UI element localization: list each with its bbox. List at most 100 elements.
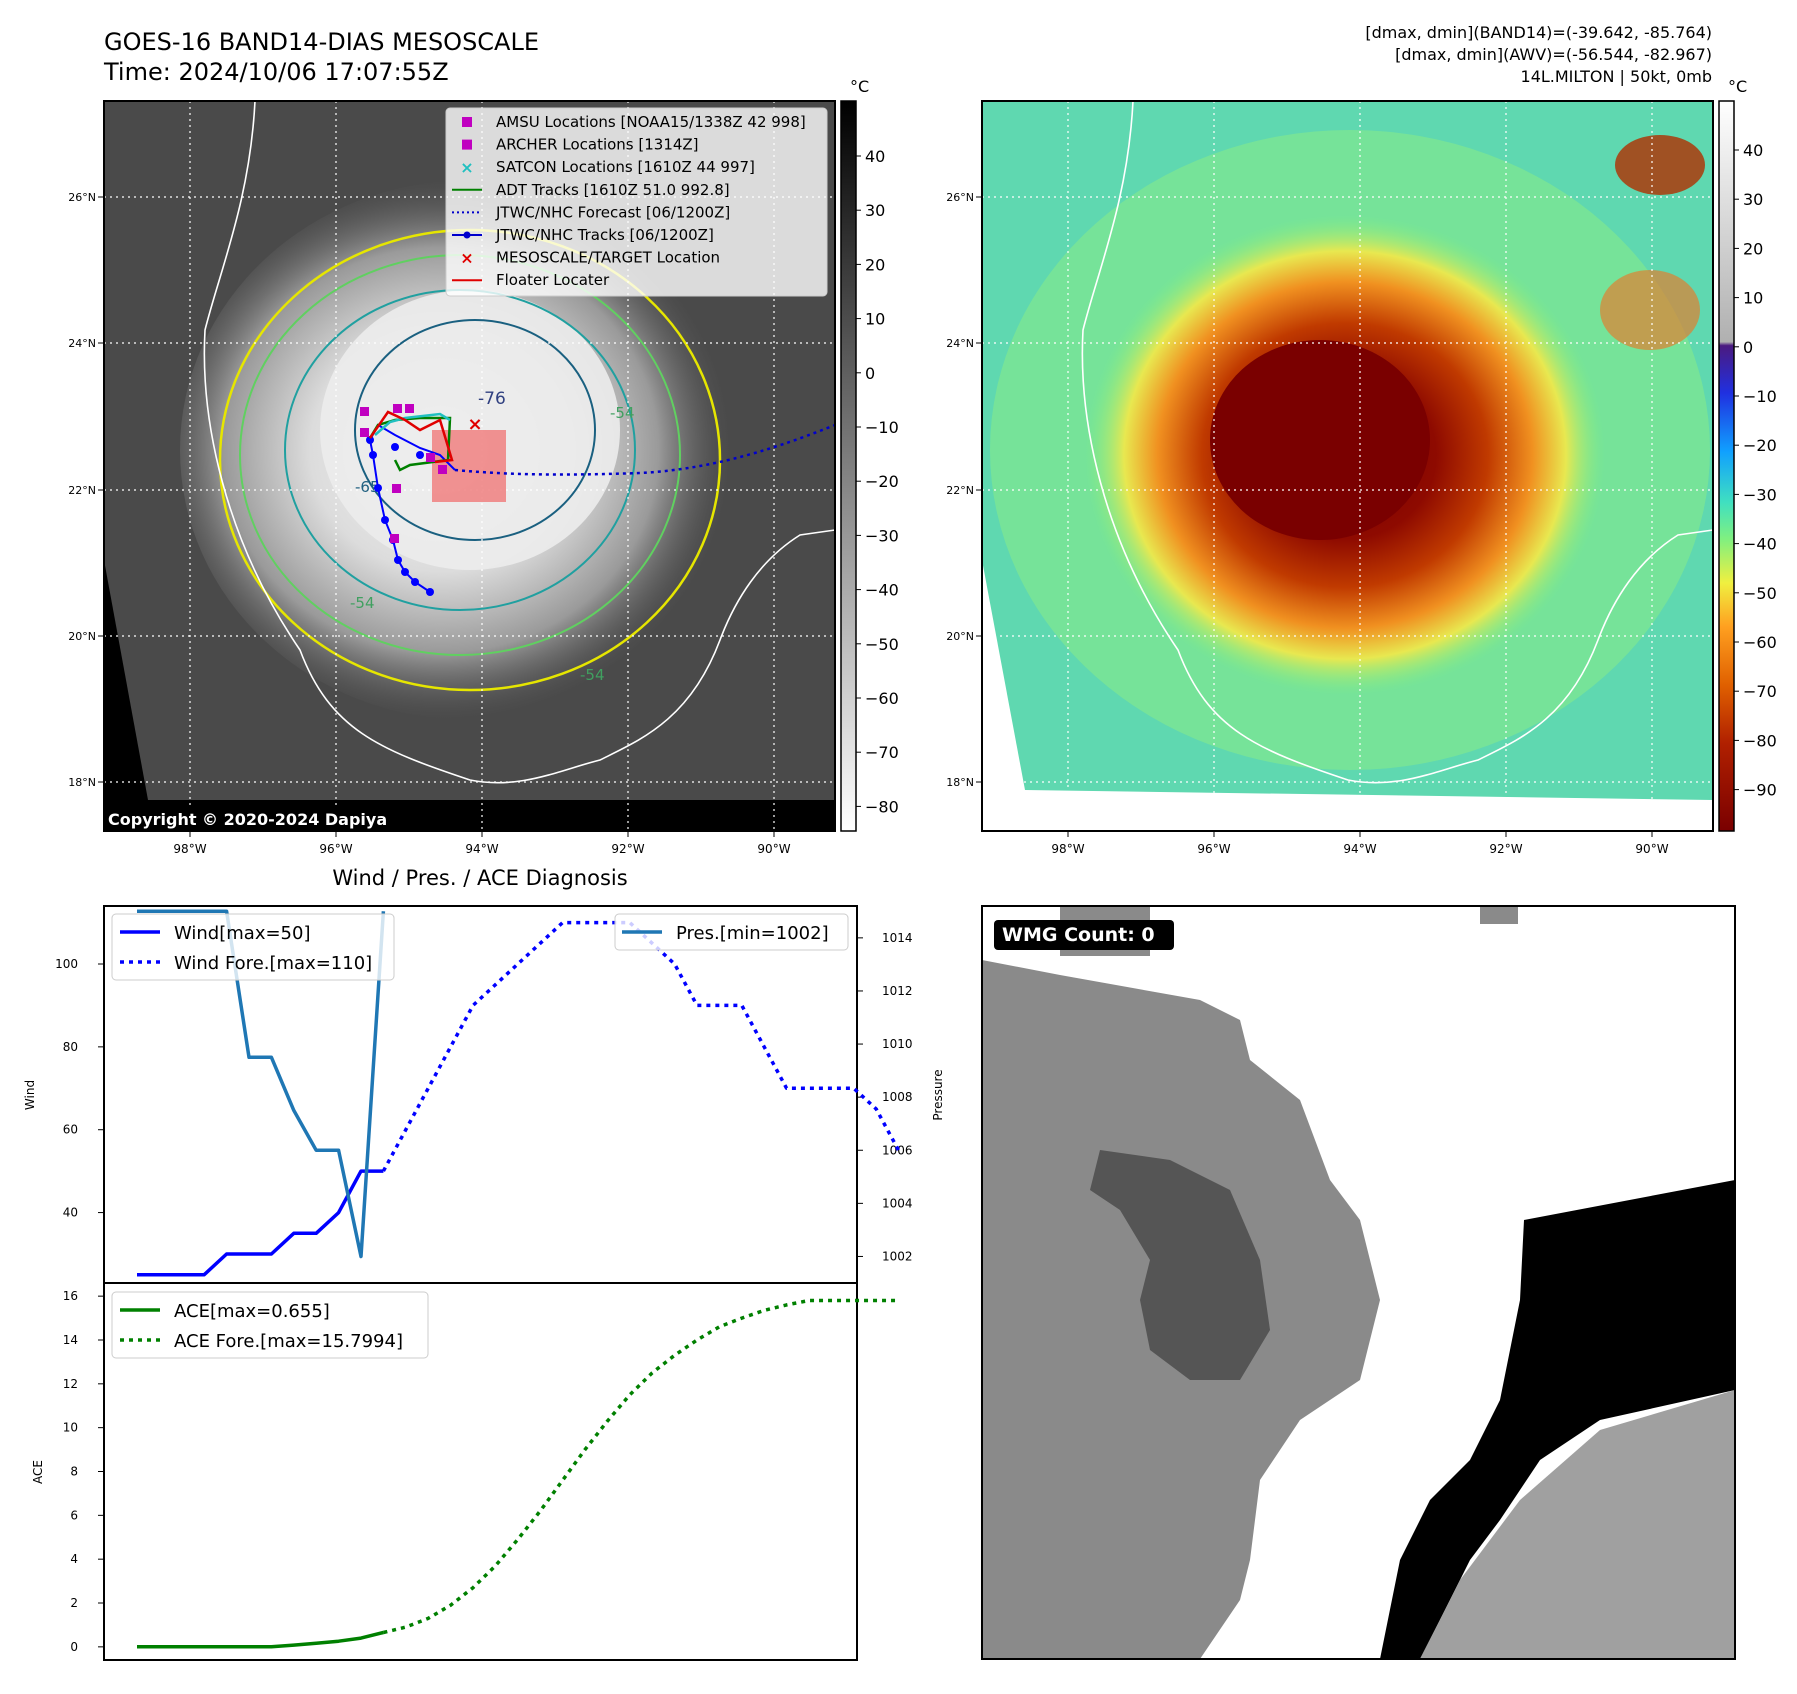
dv-feature xyxy=(1600,270,1700,350)
lat-tick-label: 20°N xyxy=(946,630,974,643)
lon-tick-label: 94°W xyxy=(465,842,498,856)
dv-map-frame xyxy=(981,100,1714,832)
y-tick-label: 6 xyxy=(70,1508,78,1522)
colorbar-tick-label: −10 xyxy=(1743,387,1777,406)
colorbar-tick-label: 10 xyxy=(865,310,885,329)
colorbar-tick-label: −70 xyxy=(1743,682,1777,701)
lon-tick-label: 92°W xyxy=(1489,842,1522,856)
y-tick-label: 1002 xyxy=(882,1249,913,1263)
colorbar-tick-label: −50 xyxy=(1743,584,1777,603)
gray-colorbar-bar xyxy=(840,100,857,832)
legend-ace-label: ACE[max=0.655] xyxy=(174,1301,330,1322)
colorbar-tick-label: 30 xyxy=(865,201,885,220)
y-tick-label: 1004 xyxy=(882,1196,913,1210)
wmg-count-label: WMG Count: 0 xyxy=(1002,924,1155,946)
lon-tick-label: 98°W xyxy=(1051,842,1084,856)
series-line xyxy=(381,920,901,1172)
color-colorbar-unit: °C xyxy=(1728,77,1747,96)
y-tick-label: 1010 xyxy=(882,1037,913,1051)
wind-axis-label: Wind xyxy=(23,1080,37,1110)
legend-label: JTWC/NHC Tracks [06/1200Z] xyxy=(495,226,714,244)
y-tick-label: 12 xyxy=(63,1377,78,1391)
legend-label: ARCHER Locations [1314Z] xyxy=(496,136,699,154)
ace-panel: ACE 0 2 4 6 8 10 12 14 16 ACE[max=0.655] ACE For… xyxy=(31,1282,899,1661)
y-tick-label: 60 xyxy=(63,1123,78,1137)
legend-swatch: × xyxy=(460,158,473,177)
legend-wind-label: Wind[max=50] xyxy=(174,923,311,944)
lon-tick-label: 94°W xyxy=(1343,842,1376,856)
storm-info: 14L.MILTON | 50kt, 0mb xyxy=(1521,67,1712,86)
color-colorbar: °C 40 30 20 10 0 −10 −20 −30 −40 −50 −60 −70 −80 −90 xyxy=(1718,77,1777,832)
color-colorbar-ticks: 40 30 20 10 0 −10 −20 −30 −40 −50 −60 −70 −80 −90 xyxy=(1734,141,1777,800)
colorbar-tick-label: −30 xyxy=(1743,485,1777,504)
legend-frame xyxy=(445,107,828,297)
ace-axis-label: ACE xyxy=(31,1460,45,1484)
lat-tick-label: 24°N xyxy=(946,337,974,350)
colorbar-tick-label: 40 xyxy=(1743,141,1763,160)
gray-colorbar: °C 40 30 20 10 0 −10 −20 −30 −40 −50 −60 −70 −80 xyxy=(840,77,899,832)
colorbar-tick-label: −60 xyxy=(1743,633,1777,652)
colorbar-tick-label: −40 xyxy=(865,581,899,600)
wind-legend-frame xyxy=(111,913,395,981)
legend-swatch xyxy=(462,117,472,127)
y-tick-label: 8 xyxy=(70,1465,78,1479)
y-tick-label: 0 xyxy=(70,1640,78,1654)
contour-label: -76 xyxy=(478,389,506,409)
lon-tick-label: 98°W xyxy=(173,842,206,856)
series-line xyxy=(137,1169,384,1277)
colorbar-tick-label: −90 xyxy=(1743,781,1777,800)
ace-lines xyxy=(137,1298,899,1649)
copyright-text: Copyright © 2020-2024 Dapiya xyxy=(108,810,387,829)
y-tick-label: 14 xyxy=(63,1333,78,1347)
contour-blue xyxy=(354,319,596,541)
colorbar-tick-label: −70 xyxy=(865,743,899,762)
y-tick-label: 4 xyxy=(70,1552,78,1566)
satcon-track xyxy=(374,412,451,436)
y-tick-label: 80 xyxy=(63,1040,78,1054)
diagnosis-title: Wind / Pres. / ACE Diagnosis xyxy=(332,866,627,890)
lat-tick-label: 22°N xyxy=(68,484,96,497)
ir-map-frame xyxy=(103,100,836,832)
lon-tick-label: 92°W xyxy=(611,842,644,856)
dv-map-panel: 26°N 24°N 22°N 20°N 18°N 98°W 96°W 94°W 92°W 90°… xyxy=(946,100,1714,856)
lat-tick-label: 26°N xyxy=(946,191,974,204)
series-line xyxy=(137,909,386,1259)
legend-swatch-marker xyxy=(463,231,471,239)
colorbar-tick-label: −30 xyxy=(865,526,899,545)
wmg-block xyxy=(1480,906,1518,924)
lat-tick-label: 20°N xyxy=(68,630,96,643)
wmg-frame xyxy=(981,905,1736,1660)
amsu-archer-points xyxy=(360,404,447,543)
lat-tick-label: 24°N xyxy=(68,337,96,350)
colorbar-tick-label: 0 xyxy=(1743,338,1753,357)
ir-lon-ticks: 98°W 96°W 94°W 92°W 90°W xyxy=(173,831,791,856)
floater-track xyxy=(368,410,454,464)
dv-feature xyxy=(1615,135,1705,195)
colorbar-tick-label: −20 xyxy=(865,472,899,491)
lon-tick-label: 96°W xyxy=(1197,842,1230,856)
legend-pres-label: Pres.[min=1002] xyxy=(676,923,829,944)
wmg-region-dark xyxy=(1090,1150,1270,1380)
pressure-axis-label: Pressure xyxy=(931,1069,945,1120)
lon-tick-label: 90°W xyxy=(1635,842,1668,856)
ir-lat-ticks: 26°N 24°N 22°N 20°N 18°N xyxy=(68,191,104,789)
pressure-legend-frame xyxy=(614,913,849,951)
legend-swatch: × xyxy=(460,249,473,268)
stat-band14: [dmax, dmin](BAND14)=(-39.642, -85.764) xyxy=(1365,23,1712,42)
lat-tick-label: 26°N xyxy=(68,191,96,204)
series-line xyxy=(137,1630,384,1649)
y-tick-label: 2 xyxy=(70,1596,78,1610)
legend-label: Floater Locater xyxy=(496,271,610,289)
y-tick-label: 16 xyxy=(63,1289,78,1303)
wmg-region-light xyxy=(1420,1390,1735,1659)
stat-awv: [dmax, dmin](AWV)=(-56.544, -82.967) xyxy=(1395,45,1712,64)
colorbar-tick-label: −10 xyxy=(865,418,899,437)
y-tick-label: 100 xyxy=(55,957,78,971)
pressure-legend: Pres.[min=1002] xyxy=(614,913,849,951)
adt-track xyxy=(368,416,452,472)
legend-label: AMSU Locations [NOAA15/1338Z 42 998] xyxy=(496,113,806,131)
dv-lat-ticks: 26°N 24°N 22°N 20°N 18°N xyxy=(946,191,982,789)
lat-tick-label: 18°N xyxy=(946,776,974,789)
